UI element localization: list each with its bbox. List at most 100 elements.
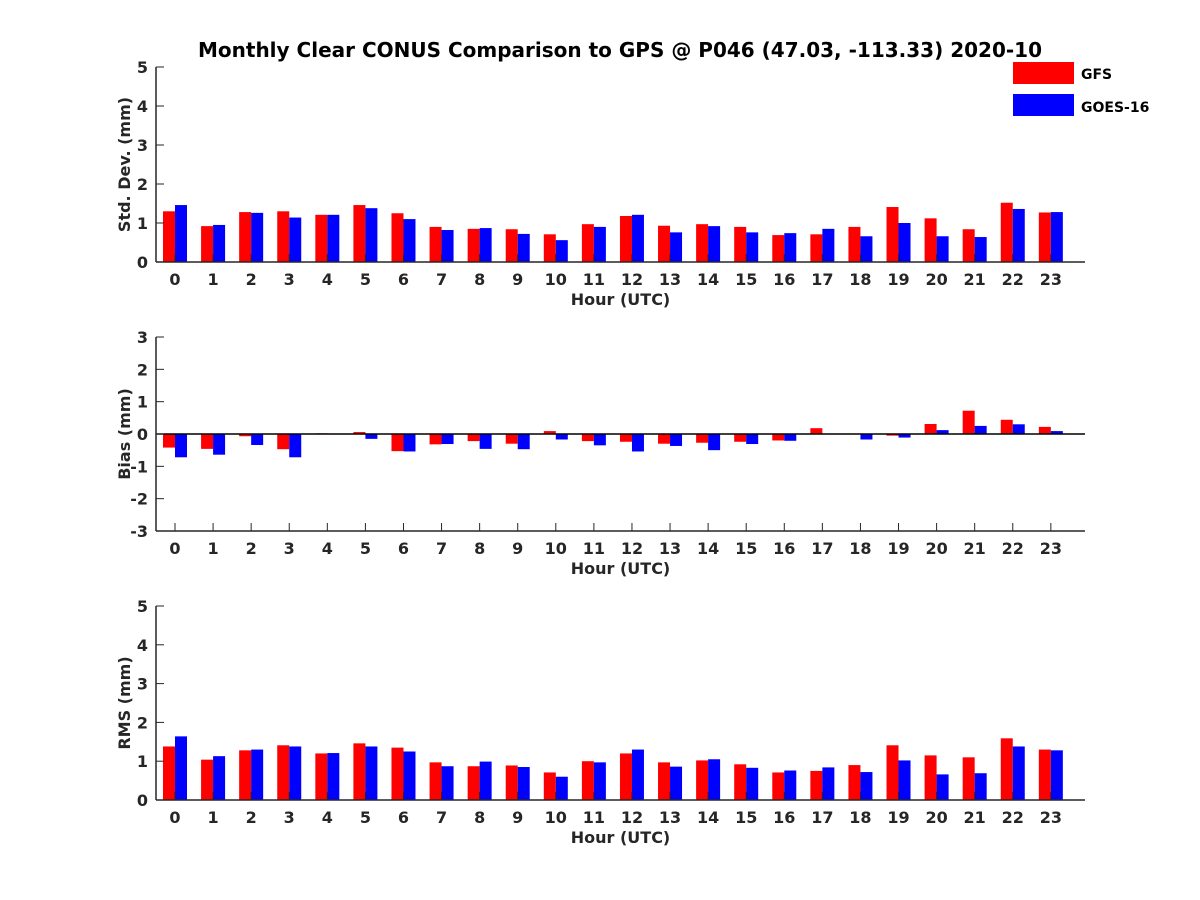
bias-bar-goes16-12: [631, 434, 644, 452]
std-dev-bar-gfs-10: [543, 234, 556, 262]
std-dev-bar-goes16-21: [974, 237, 987, 262]
bias-bar-gfs-1: [201, 434, 214, 449]
bias-bar-goes16-16: [784, 434, 797, 441]
std-dev-bar-gfs-6: [391, 213, 404, 262]
bias-bar-gfs-21: [962, 410, 975, 434]
std-dev-bar-goes16-16: [784, 233, 797, 262]
rms-xtick-label: 3: [284, 808, 295, 827]
bias-bar-gfs-10: [543, 431, 556, 434]
bias-ytick-label: 1: [137, 393, 148, 412]
rms-bar-gfs-23: [1038, 749, 1051, 800]
bias-bar-gfs-11: [581, 434, 594, 442]
rms-xtick-label: 8: [474, 808, 485, 827]
bias-xtick-label: 4: [322, 539, 333, 558]
bias-xtick-label: 5: [360, 539, 371, 558]
rms-bar-goes16-0: [175, 736, 187, 800]
bias-bar-gfs-17: [810, 428, 823, 434]
std-dev-xlabel: Hour (UTC): [571, 290, 671, 309]
bias-bar-goes16-22: [1012, 424, 1025, 434]
std-dev-xtick-label: 9: [512, 270, 523, 289]
chart-title: Monthly Clear CONUS Comparison to GPS @ …: [198, 38, 1042, 62]
rms-ytick-label: 0: [137, 791, 148, 810]
rms-ytick-label: 2: [137, 713, 148, 732]
rms-ytick-label: 1: [137, 752, 148, 771]
std-dev-xtick-label: 2: [246, 270, 257, 289]
bias-bar-goes16-9: [517, 434, 530, 450]
rms-bar-goes16-7: [441, 766, 454, 800]
legend-label-gfs: GFS: [1081, 67, 1112, 83]
rms-bar-gfs-11: [581, 761, 594, 800]
bias-bar-goes16-5: [365, 434, 378, 439]
bias-bar-gfs-20: [924, 423, 937, 434]
bias-xtick-label: 17: [811, 539, 833, 558]
bias-xtick-label: 12: [621, 539, 643, 558]
std-dev-ytick-label: 3: [137, 136, 148, 155]
rms-bar-gfs-20: [924, 755, 937, 800]
rms-bar-gfs-16: [772, 772, 785, 800]
std-dev-bar-gfs-13: [658, 225, 671, 262]
rms-xtick-label: 15: [735, 808, 757, 827]
rms-xtick-label: 17: [811, 808, 833, 827]
bias-xtick-label: 14: [697, 539, 719, 558]
bias-bar-goes16-7: [441, 434, 454, 445]
bias-xtick-label: 23: [1040, 539, 1062, 558]
bias-bar-goes16-20: [936, 430, 949, 434]
bias-xtick-label: 0: [169, 539, 180, 558]
bias-bar-goes16-10: [555, 434, 568, 440]
bias-xtick-label: 20: [925, 539, 947, 558]
std-dev-bar-gfs-19: [886, 207, 899, 262]
bias-bar-goes16-1: [213, 434, 226, 455]
std-dev-xtick-label: 11: [583, 270, 605, 289]
bias-xtick-label: 13: [659, 539, 681, 558]
bias-xtick-label: 8: [474, 539, 485, 558]
rms-xtick-label: 6: [398, 808, 409, 827]
bias-bar-goes16-8: [479, 434, 492, 449]
rms-bar-goes16-21: [974, 773, 987, 800]
rms-xtick-label: 23: [1040, 808, 1062, 827]
rms-bar-goes16-12: [631, 749, 644, 800]
bias-bar-goes16-21: [974, 425, 987, 434]
rms-xtick-label: 2: [246, 808, 257, 827]
rms-bar-gfs-12: [619, 753, 632, 800]
rms-bar-gfs-2: [239, 750, 252, 800]
std-dev-bar-goes16-1: [213, 224, 226, 262]
std-dev-bar-goes16-17: [822, 228, 835, 262]
std-dev-bar-gfs-4: [315, 214, 328, 262]
rms-bar-goes16-17: [822, 767, 835, 800]
std-dev-bar-gfs-15: [734, 226, 747, 262]
std-dev-xtick-label: 5: [360, 270, 371, 289]
bias-bar-goes16-14: [708, 434, 721, 451]
bias-xtick-label: 16: [773, 539, 795, 558]
bias-xtick-label: 22: [1002, 539, 1024, 558]
rms-xtick-label: 12: [621, 808, 643, 827]
rms-bar-goes16-1: [213, 756, 226, 800]
bias-bar-gfs-8: [467, 434, 480, 442]
bias-bar-goes16-13: [670, 434, 683, 446]
rms-bar-gfs-0: [163, 746, 175, 800]
std-dev-bar-gfs-23: [1038, 212, 1051, 262]
rms-bar-goes16-3: [289, 746, 302, 800]
rms-bar-gfs-22: [1000, 738, 1013, 800]
std-dev-xtick-label: 4: [322, 270, 333, 289]
std-dev-bar-gfs-0: [163, 211, 175, 262]
rms-bar-goes16-16: [784, 770, 797, 800]
std-dev-bar-goes16-7: [441, 230, 454, 262]
rms-xtick-label: 21: [964, 808, 986, 827]
rms-xtick-label: 0: [169, 808, 180, 827]
std-dev-bar-gfs-3: [277, 211, 290, 262]
rms-xtick-label: 1: [208, 808, 219, 827]
bias-bar-gfs-3: [277, 434, 290, 450]
legend-label-goes16: GOES-16: [1081, 100, 1149, 116]
std-dev-bar-goes16-10: [555, 240, 568, 262]
std-dev-xtick-label: 12: [621, 270, 643, 289]
rms-bar-goes16-23: [1050, 750, 1063, 800]
std-dev-bar-goes16-0: [175, 205, 187, 262]
bias-bar-goes16-15: [746, 434, 759, 445]
std-dev-bar-gfs-20: [924, 218, 937, 262]
bias-bar-goes16-0: [175, 434, 187, 458]
bias-bar-goes16-23: [1050, 431, 1063, 434]
std-dev-bar-gfs-11: [581, 224, 594, 262]
bias-xtick-label: 9: [512, 539, 523, 558]
